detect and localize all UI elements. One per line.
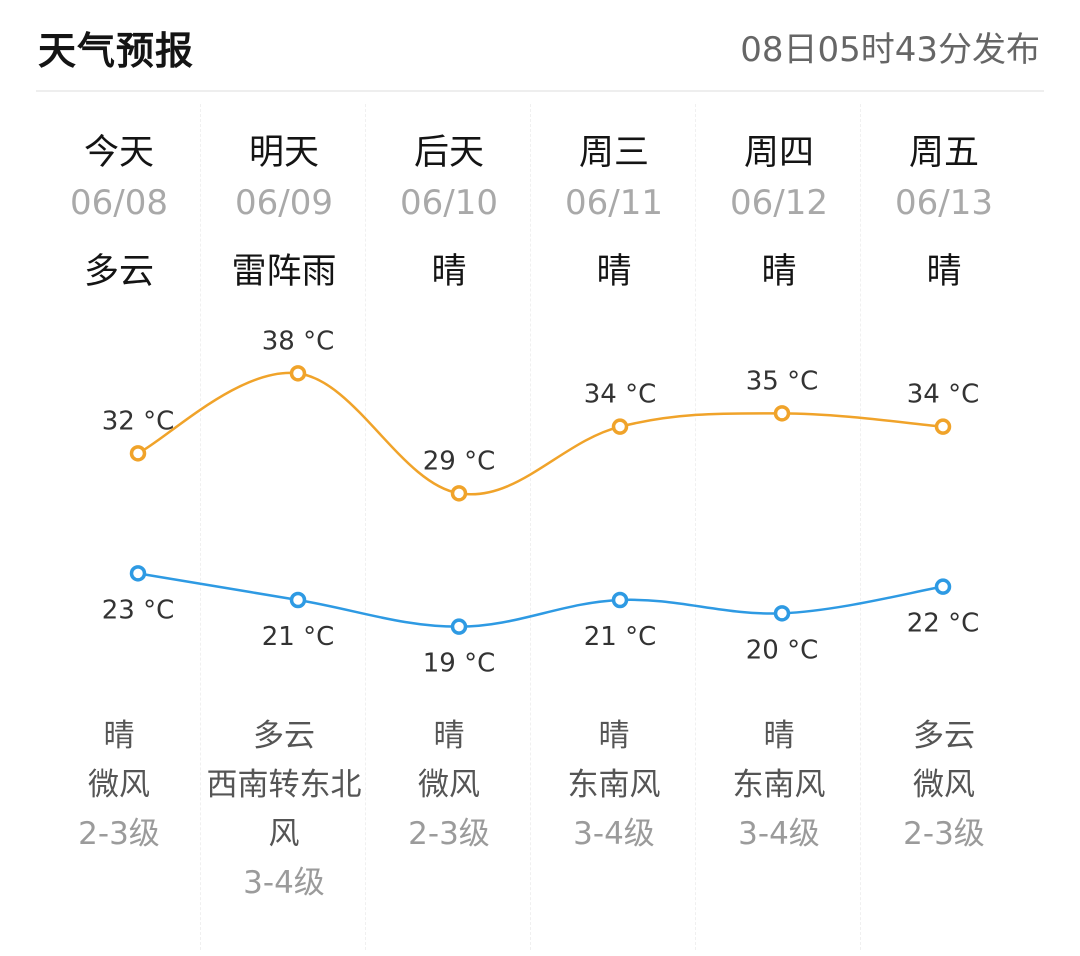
high-temp-label: 34 °C: [907, 380, 980, 410]
day-column[interactable]: 周三 06/11 晴 晴 东南风 3-4级: [532, 104, 696, 950]
day-weather: 晴: [431, 252, 467, 292]
high-temp-label: 34 °C: [584, 380, 657, 410]
day-column[interactable]: 今天 06/08 多云 晴 微风 2-3级: [37, 104, 201, 950]
forecast-header: 天气预报 08日05时43分发布: [0, 0, 1080, 90]
low-temp-point: [289, 591, 307, 609]
low-temp-point: [934, 578, 952, 595]
night-info: 晴 东南风 3-4级: [697, 712, 861, 859]
header-divider: [36, 90, 1044, 92]
low-temp-point: [773, 605, 791, 622]
night-weather: 多云: [253, 718, 315, 754]
wind-level: 3-4级: [738, 816, 820, 852]
day-name: 后天: [413, 133, 484, 173]
wind-level: 3-4级: [573, 816, 655, 852]
low-temp-label: 23 °C: [102, 595, 175, 625]
night-weather: 多云: [913, 718, 975, 754]
day-date: 06/11: [565, 183, 663, 223]
low-temp-label: 20 °C: [746, 635, 819, 665]
day-column[interactable]: 后天 06/10 晴 晴 微风 2-3级: [367, 104, 531, 950]
column-divider: [365, 104, 366, 950]
column-divider: [695, 104, 696, 950]
day-name: 明天: [248, 133, 319, 173]
wind-direction: 微风: [418, 767, 480, 803]
publish-time: 08日05时43分发布: [740, 30, 1040, 70]
high-temp-point: [129, 445, 147, 462]
high-temp-line: [137, 371, 944, 496]
wind-level: 2-3级: [408, 816, 490, 852]
high-temp-point: [289, 365, 307, 382]
wind-direction: 东南风: [567, 767, 661, 803]
low-temp-point: [611, 591, 629, 609]
night-weather: 晴: [433, 718, 465, 754]
day-weather: 晴: [596, 252, 632, 292]
day-date: 06/10: [400, 183, 498, 223]
night-info: 晴 东南风 3-4级: [532, 712, 696, 859]
night-weather: 晴: [598, 718, 630, 754]
high-temp-point: [450, 485, 468, 502]
day-date: 06/13: [895, 183, 993, 223]
night-info: 晴 微风 2-3级: [37, 712, 201, 859]
wind-direction: 微风: [88, 767, 150, 803]
day-date: 06/08: [70, 183, 168, 223]
day-weather: 晴: [761, 252, 797, 292]
day-column[interactable]: 明天 06/09 雷阵雨 多云 西南转东北风 3-4级: [202, 104, 366, 950]
wind-level: 2-3级: [903, 816, 985, 852]
low-temp-label: 21 °C: [584, 622, 657, 652]
low-temp-point: [450, 618, 468, 635]
night-info: 晴 微风 2-3级: [367, 712, 531, 859]
day-name: 今天: [83, 133, 154, 173]
day-date: 06/09: [235, 183, 333, 223]
day-column[interactable]: 周四 06/12 晴 晴 东南风 3-4级: [697, 104, 861, 950]
high-temp-label: 29 °C: [423, 446, 496, 476]
low-temp-label: 21 °C: [262, 622, 335, 652]
page-title: 天气预报: [38, 29, 195, 73]
high-temp-label: 32 °C: [102, 406, 175, 436]
day-name: 周四: [743, 133, 814, 173]
high-temp-label: 38 °C: [262, 326, 335, 356]
day-weather: 多云: [83, 252, 154, 292]
high-temp-point: [611, 418, 629, 435]
low-temp-label: 19 °C: [423, 649, 496, 679]
low-temp-point: [129, 565, 147, 582]
wind-direction: 西南转东北风: [206, 767, 362, 852]
column-divider: [860, 104, 861, 950]
day-column[interactable]: 周五 06/13 晴 多云 微风 2-3级: [862, 104, 1026, 950]
wind-direction: 微风: [913, 767, 975, 803]
high-temp-label: 35 °C: [746, 366, 819, 396]
night-weather: 晴: [103, 718, 135, 754]
column-divider: [530, 104, 531, 950]
day-date: 06/12: [730, 183, 828, 223]
high-temp-point: [934, 418, 952, 435]
night-weather: 晴: [763, 718, 795, 754]
low-temp-label: 22 °C: [907, 609, 980, 639]
high-temp-point: [773, 405, 791, 422]
column-divider: [200, 104, 201, 950]
wind-level: 3-4级: [243, 865, 325, 901]
wind-level: 2-3级: [78, 816, 160, 852]
wind-direction: 东南风: [732, 767, 826, 803]
day-name: 周三: [578, 133, 649, 173]
night-info: 多云 西南转东北风 3-4级: [202, 712, 366, 908]
day-name: 周五: [908, 133, 979, 173]
night-info: 多云 微风 2-3级: [862, 712, 1026, 859]
low-temp-line: [137, 572, 944, 628]
day-weather: 雷阵雨: [231, 252, 337, 292]
day-weather: 晴: [926, 252, 962, 292]
